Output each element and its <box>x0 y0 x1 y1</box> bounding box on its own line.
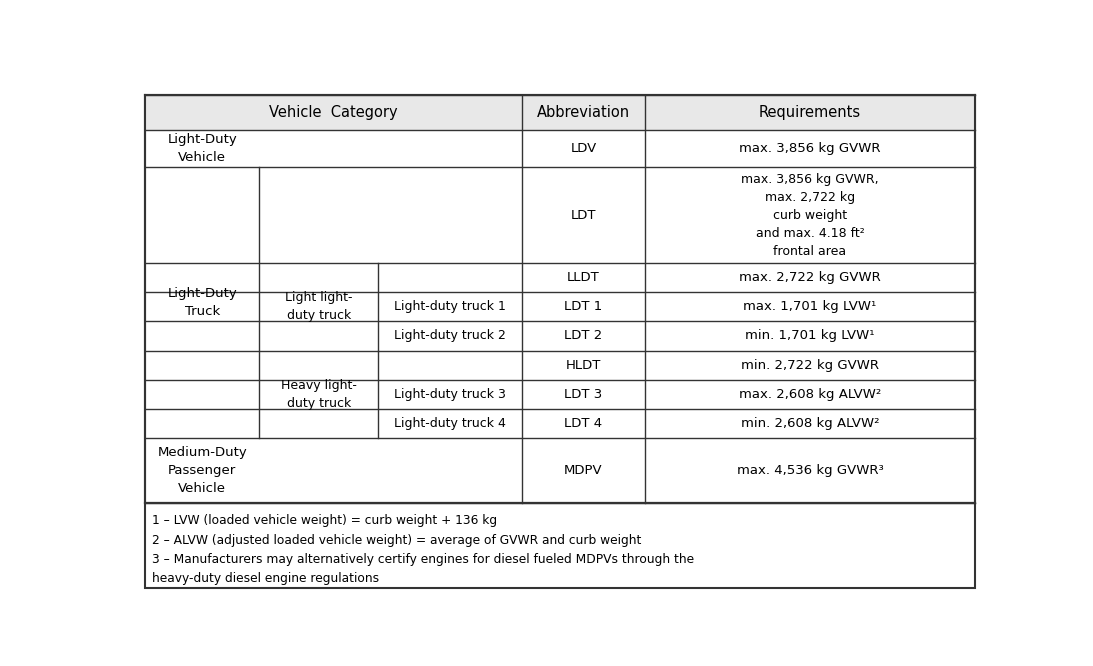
Text: max. 1,701 kg LVW¹: max. 1,701 kg LVW¹ <box>743 300 877 314</box>
Text: LDT: LDT <box>571 208 596 222</box>
Text: min. 1,701 kg LVW¹: min. 1,701 kg LVW¹ <box>745 330 874 342</box>
Text: 2 – ALVW (adjusted loaded vehicle weight) = average of GVWR and curb weight: 2 – ALVW (adjusted loaded vehicle weight… <box>152 533 642 547</box>
Text: Heavy light-
duty truck: Heavy light- duty truck <box>281 379 356 410</box>
Bar <box>145 95 975 130</box>
Text: max. 2,608 kg ALVW²: max. 2,608 kg ALVW² <box>739 388 881 401</box>
Text: LDT 2: LDT 2 <box>564 330 602 342</box>
Text: min. 2,722 kg GVWR: min. 2,722 kg GVWR <box>741 358 879 372</box>
Text: min. 2,608 kg ALVW²: min. 2,608 kg ALVW² <box>741 417 879 430</box>
Text: MDPV: MDPV <box>564 464 602 477</box>
Bar <box>145 95 975 503</box>
Text: max. 2,722 kg GVWR: max. 2,722 kg GVWR <box>739 271 881 284</box>
Bar <box>145 503 975 587</box>
Text: LDT 4: LDT 4 <box>564 417 602 430</box>
Text: LDT 1: LDT 1 <box>564 300 602 314</box>
Text: LDV: LDV <box>571 142 597 155</box>
Text: Requirements: Requirements <box>759 105 861 120</box>
Text: Light-duty truck 1: Light-duty truck 1 <box>395 300 506 314</box>
Text: Light-Duty
Vehicle: Light-Duty Vehicle <box>167 133 237 164</box>
Text: HLDT: HLDT <box>566 358 601 372</box>
Text: Vehicle  Category: Vehicle Category <box>269 105 398 120</box>
Text: Light-duty truck 4: Light-duty truck 4 <box>395 417 506 430</box>
Text: Light-duty truck 2: Light-duty truck 2 <box>395 330 506 342</box>
Text: max. 4,536 kg GVWR³: max. 4,536 kg GVWR³ <box>737 464 883 477</box>
Text: LLDT: LLDT <box>567 271 600 284</box>
Text: Light-Duty
Truck: Light-Duty Truck <box>167 287 237 318</box>
Text: Light-duty truck 3: Light-duty truck 3 <box>395 388 506 401</box>
Text: Medium-Duty
Passenger
Vehicle: Medium-Duty Passenger Vehicle <box>157 446 247 495</box>
Text: 3 – Manufacturers may alternatively certify engines for diesel fueled MDPVs thro: 3 – Manufacturers may alternatively cert… <box>152 553 694 585</box>
Text: Light light-
duty truck: Light light- duty truck <box>285 291 353 322</box>
Text: max. 3,856 kg GVWR: max. 3,856 kg GVWR <box>739 142 881 155</box>
Text: 1 – LVW (loaded vehicle weight) = curb weight + 136 kg: 1 – LVW (loaded vehicle weight) = curb w… <box>152 514 497 527</box>
Text: Abbreviation: Abbreviation <box>537 105 630 120</box>
Text: LDT 3: LDT 3 <box>564 388 602 401</box>
Text: max. 3,856 kg GVWR,
max. 2,722 kg
curb weight
and max. 4.18 ft²
frontal area: max. 3,856 kg GVWR, max. 2,722 kg curb w… <box>741 172 879 258</box>
